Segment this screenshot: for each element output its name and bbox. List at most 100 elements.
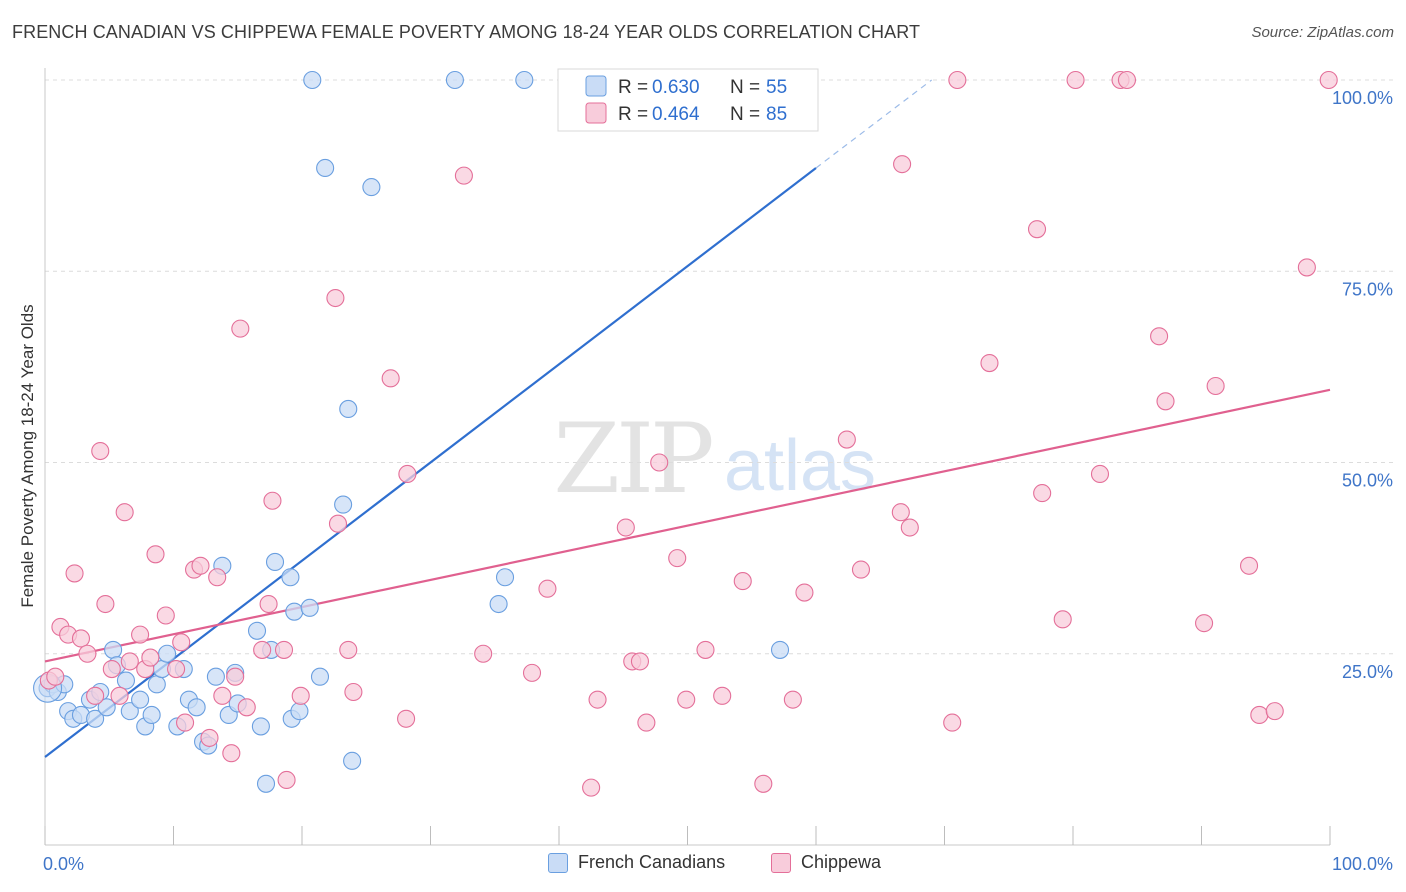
french-canadians-point-48: [362, 178, 381, 197]
chippewa-point-73: [1053, 610, 1072, 629]
y-tick-label-3: 100.0%: [1332, 88, 1393, 108]
chippewa-point-71: [1033, 484, 1052, 503]
chippewa-point-11: [110, 686, 129, 705]
legend-item-french-canadians[interactable]: French Canadians: [548, 852, 725, 873]
chippewa-point-59: [733, 572, 752, 591]
legend-swatch-french-canadians: [585, 75, 607, 97]
chippewa-point-29: [231, 319, 250, 338]
french-canadians-point-42: [310, 667, 330, 686]
french-canadians-point-44: [316, 158, 335, 178]
chippewa-point-52: [637, 713, 656, 732]
x-tick-label-max: 100.0%: [1332, 854, 1393, 874]
french-canadians-point-52: [515, 70, 534, 90]
chippewa-point-42: [397, 709, 416, 728]
chippewa-point-44: [454, 166, 473, 185]
legend-r-label-chippewa: R =: [618, 104, 648, 125]
chippewa-point-19: [167, 659, 186, 679]
chippewa-point-26: [213, 686, 232, 705]
chippewa-point-8: [91, 441, 110, 461]
chippewa-point-6: [78, 644, 97, 663]
chippewa-point-70: [980, 353, 999, 373]
chippewa-point-53: [616, 518, 635, 537]
chippewa-point-40: [344, 682, 363, 702]
chippewa-point-24: [200, 728, 219, 747]
chippewa-point-68: [948, 70, 967, 90]
chippewa-point-54: [650, 453, 669, 472]
trend-line-chippewa: [44, 388, 1331, 663]
french-canadians-point-49: [445, 70, 464, 90]
chippewa-point-18: [156, 606, 175, 625]
chippewa-point-43: [398, 464, 417, 484]
series-legend: French Canadians Chippewa: [0, 852, 1406, 878]
chippewa-point-81: [1206, 376, 1225, 396]
legend-n-value-french-canadians: 55: [766, 77, 787, 98]
chippewa-point-4: [65, 564, 84, 583]
chippewa-point-86: [1319, 70, 1338, 90]
chippewa-point-47: [538, 579, 557, 598]
chippewa-point-74: [1066, 70, 1085, 90]
chippewa-point-62: [795, 583, 814, 602]
legend-r-value-chippewa: 0.464: [652, 104, 700, 125]
chippewa-point-16: [141, 648, 160, 667]
french-canadians-point-41: [300, 598, 319, 617]
french-canadians-point-15: [131, 690, 150, 709]
chippewa-point-85: [1297, 258, 1316, 277]
chippewa-point-48: [588, 690, 607, 709]
french-canadians-point-8: [86, 709, 105, 728]
x-tick-label-min: 0.0%: [43, 854, 84, 874]
french-canadians-point-32: [247, 621, 267, 640]
chippewa-point-77: [1117, 70, 1137, 90]
chippewa-point-30: [237, 698, 256, 717]
chippewa-point-20: [172, 633, 191, 652]
chippewa-point-38: [328, 514, 348, 533]
french-canadians-point-47: [343, 751, 362, 770]
french-canadians-point-55: [770, 640, 790, 659]
chippewa-point-25: [208, 568, 227, 587]
chippewa-point-57: [696, 640, 715, 659]
chippewa-point-51: [630, 652, 650, 671]
french-canadians-point-20: [158, 644, 177, 663]
french-canadians-point-36: [265, 552, 285, 572]
tick-labels: 25.0% 50.0% 75.0% 100.0% 0.0% 100.0%: [43, 88, 1393, 874]
legend-r-value-french-canadians: 0.630: [652, 77, 700, 98]
chippewa-point-45: [474, 644, 493, 663]
chippewa-point-36: [291, 686, 310, 705]
french-canadians-point-27: [206, 667, 225, 686]
chippewa-point-27: [222, 744, 241, 763]
y-tick-label-1: 50.0%: [1342, 471, 1393, 491]
legend-label-chippewa: Chippewa: [801, 852, 882, 872]
chippewa-point-14: [131, 625, 150, 644]
chippewa-point-10: [102, 659, 121, 679]
legend-item-chippewa[interactable]: Chippewa: [771, 852, 881, 873]
french-canadians-point-50: [489, 594, 508, 614]
chippewa-point-65: [893, 155, 912, 174]
chippewa-point-63: [837, 430, 856, 449]
french-canadians-point-10: [97, 698, 116, 717]
chippewa-point-39: [339, 640, 358, 659]
chippewa-point-84: [1265, 702, 1284, 721]
chippewa-point-9: [96, 594, 115, 614]
chippewa-point-83: [1250, 705, 1269, 725]
chippewa-point-33: [263, 491, 282, 510]
stats-legend: R = 0.630 N = 55 R = 0.464 N = 85: [557, 68, 819, 132]
trend-line-french-canadians-extension: [815, 79, 933, 169]
y-tick-label-2: 75.0%: [1342, 279, 1393, 299]
chippewa-point-35: [277, 770, 296, 790]
chippewa-point-78: [1150, 327, 1169, 346]
chippewa-point-28: [226, 667, 245, 686]
chippewa-point-12: [115, 503, 134, 522]
chippewa-point-1: [46, 667, 65, 686]
legend-swatch-blue: [548, 852, 568, 873]
french-canadians-point-51: [495, 568, 515, 587]
french-canadians-point-40: [290, 702, 309, 721]
chippewa-point-56: [677, 690, 696, 709]
chippewa-point-67: [900, 518, 919, 537]
french-canadians-point-17: [142, 705, 161, 725]
chippewa-point-66: [891, 503, 910, 522]
source-note: Source: ZipAtlas.com: [1251, 24, 1394, 41]
chippewa-point-55: [668, 549, 687, 568]
legend-n-label-french-canadians: N =: [730, 77, 760, 98]
watermark-zip: ZIP: [553, 403, 712, 515]
chippewa-point-32: [259, 594, 278, 614]
chippewa-point-23: [191, 556, 210, 575]
